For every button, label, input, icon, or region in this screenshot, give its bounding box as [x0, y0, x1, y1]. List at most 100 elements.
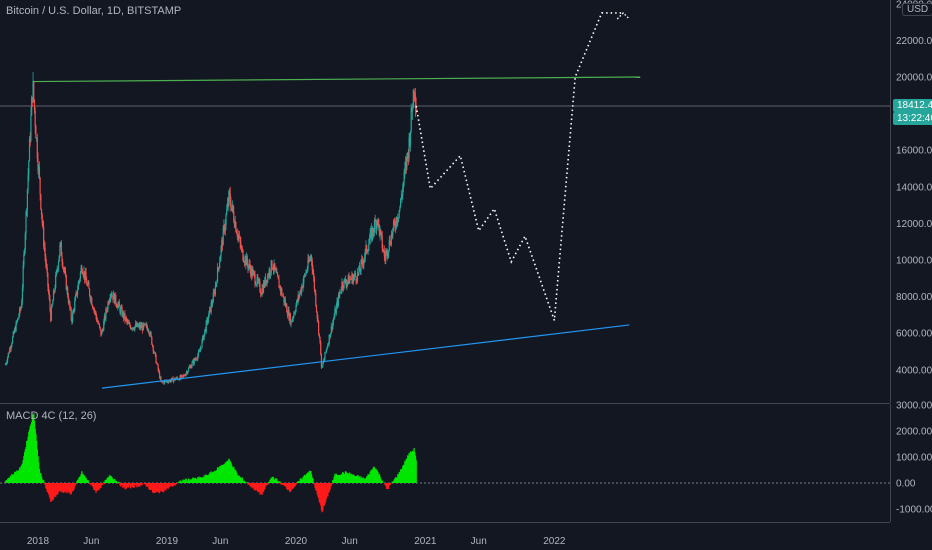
macd-histogram-bar	[149, 483, 152, 490]
candle-body	[75, 291, 77, 296]
candle-body	[32, 81, 34, 102]
candle-body	[236, 231, 238, 234]
candle-body	[19, 308, 21, 310]
candle-body	[347, 275, 349, 281]
macd-histogram-bar	[142, 483, 144, 484]
macd-histogram-bar	[72, 483, 75, 491]
candle-body	[43, 226, 45, 246]
candle-body	[162, 381, 164, 383]
candle-body	[12, 332, 14, 338]
candle-body	[361, 259, 364, 263]
macd-histogram-bar	[274, 478, 277, 483]
candle-body	[320, 342, 322, 355]
candle-body	[221, 240, 223, 247]
candle-body	[59, 244, 61, 256]
macd-histogram-bar	[131, 483, 133, 488]
macd-histogram-bar	[104, 480, 106, 483]
macd-histogram-bar	[243, 480, 246, 483]
candle-body	[260, 293, 262, 296]
macd-histogram-bar	[250, 483, 252, 487]
candle-body	[69, 301, 71, 308]
candle-body	[55, 275, 57, 288]
macd-histogram-bar	[361, 478, 363, 483]
macd-histogram-bar	[293, 483, 295, 488]
candle-body	[170, 378, 173, 381]
candle-body	[251, 267, 253, 276]
candle-body	[334, 309, 337, 314]
candle-body	[317, 318, 319, 322]
macd-histogram-bar	[242, 480, 244, 483]
macd-histogram-bar	[337, 475, 339, 483]
macd-histogram-bar	[185, 479, 188, 483]
candle-body	[359, 266, 361, 272]
candle-body	[220, 246, 222, 257]
candle-body	[402, 187, 404, 197]
macd-histogram-bar	[310, 471, 312, 483]
candle-body	[147, 330, 149, 332]
candle-body	[305, 272, 307, 276]
macd-histogram-bar	[321, 483, 323, 513]
candle-body	[9, 348, 12, 350]
macd-histogram-bar	[29, 426, 31, 483]
macd-histogram-bar	[253, 483, 255, 491]
macd-histogram-bar	[296, 481, 299, 483]
candle-body	[283, 296, 285, 303]
candle-body	[203, 333, 205, 340]
currency-button[interactable]: USD	[902, 3, 932, 16]
candle-body	[9, 348, 11, 353]
macd-histogram-bar	[127, 483, 129, 488]
candle-body	[284, 300, 286, 303]
macd-indicator-label[interactable]: MACD 4C (12, 26)	[6, 410, 97, 422]
macd-histogram-bar	[289, 483, 292, 492]
candle-body	[185, 373, 187, 376]
macd-histogram-bar	[325, 483, 328, 499]
macd-histogram-bar	[162, 483, 164, 493]
macd-histogram-bar	[354, 475, 356, 483]
macd-histogram-bar	[316, 483, 318, 495]
macd-histogram-bar	[171, 483, 174, 487]
candle-body	[130, 328, 132, 330]
macd-histogram-bar	[28, 429, 31, 483]
candle-body	[339, 292, 341, 296]
macd-histogram-bar	[64, 483, 67, 491]
macd-histogram-bar	[214, 471, 217, 483]
candle-body	[31, 97, 33, 102]
macd-histogram-bar	[51, 483, 53, 500]
candle-body	[72, 309, 74, 313]
candle-body	[50, 306, 53, 321]
candle-body	[63, 268, 65, 272]
macd-histogram-bar	[191, 479, 193, 483]
candle-body	[260, 291, 262, 294]
macd-histogram-bar	[329, 483, 331, 491]
candle-body	[35, 137, 38, 139]
candle-body	[144, 323, 147, 325]
macd-histogram-bar	[213, 471, 215, 483]
candle-body	[74, 300, 76, 311]
candle-body	[29, 138, 31, 141]
macd-histogram-bar	[146, 483, 148, 487]
macd-histogram-bar	[141, 483, 143, 486]
candle-body	[213, 291, 215, 293]
candle-body	[54, 287, 56, 292]
candle-body	[109, 298, 111, 301]
candle-body	[387, 253, 389, 257]
candle-body	[267, 274, 269, 283]
candle-body	[112, 295, 114, 300]
candle-body	[25, 212, 27, 234]
candle-body	[294, 311, 296, 313]
candle-body	[200, 347, 202, 349]
macd-histogram-bar	[69, 483, 72, 495]
candle-body	[339, 292, 342, 293]
macd-histogram-bar	[219, 466, 221, 483]
candle-body	[303, 276, 305, 283]
macd-histogram-bar	[166, 483, 168, 489]
candle-body	[325, 351, 327, 353]
macd-histogram-bar	[168, 483, 171, 488]
candle-body	[26, 189, 28, 211]
candle-body	[96, 316, 98, 321]
candle-body	[193, 358, 195, 364]
macd-histogram-bar	[389, 483, 391, 486]
candle-body	[355, 276, 357, 281]
macd-histogram-bar	[251, 483, 253, 487]
